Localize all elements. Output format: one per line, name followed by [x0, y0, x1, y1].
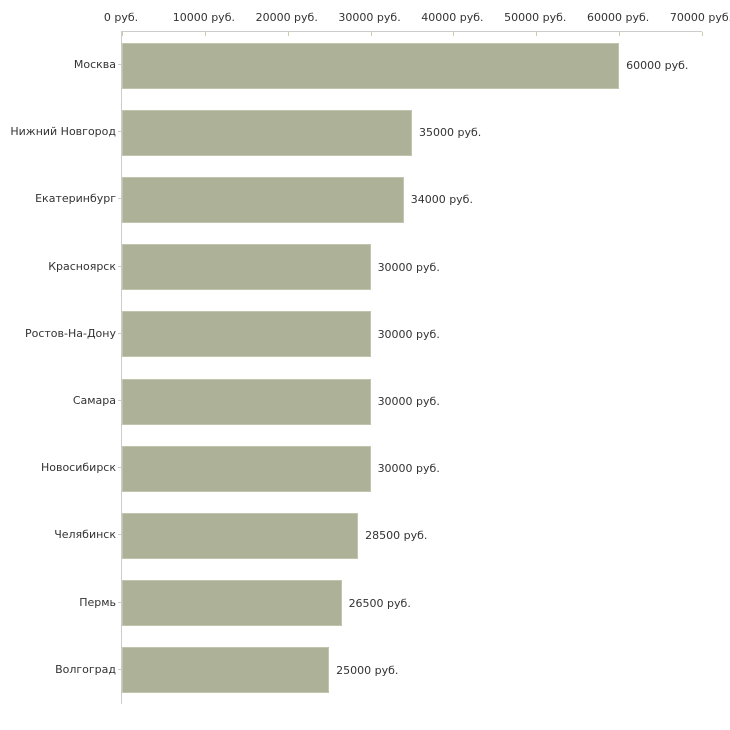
bar-value-label: 34000 руб. [410, 193, 473, 207]
category-label-text: Красноярск [48, 259, 116, 273]
bar-row: 30000 руб. [122, 368, 702, 435]
bar [122, 311, 371, 358]
bar-row: 30000 руб. [122, 301, 702, 368]
category-label-text: Волгоград [55, 662, 116, 676]
bar [122, 176, 404, 223]
bar-row: 60000 руб. [122, 32, 702, 99]
category-label-text: Новосибирск [40, 461, 116, 475]
y-axis-category-label: Новосибирск [0, 434, 121, 501]
y-axis-category-label: Челябинск [0, 501, 121, 568]
bar [122, 512, 359, 559]
category-label-text: Нижний Новгород [10, 125, 116, 139]
bar-value-label: 26500 руб. [348, 596, 411, 610]
y-axis-category-label: Нижний Новгород [0, 98, 121, 165]
category-label-text: Самара [72, 394, 116, 408]
y-axis-tick-mark [118, 400, 121, 402]
bar-row: 35000 руб. [122, 99, 702, 166]
category-label-text: Пермь [79, 595, 116, 609]
category-label-text: Москва [73, 58, 116, 72]
bar [122, 42, 620, 89]
x-axis-tick-label: 50000 руб. [504, 11, 567, 24]
bar-row: 34000 руб. [122, 166, 702, 233]
bar-value-label: 30000 руб. [377, 395, 440, 409]
bar [122, 580, 342, 627]
y-axis-tick-mark [118, 467, 121, 469]
x-axis-tick-label: 60000 руб. [587, 11, 650, 24]
x-axis-tick-label: 0 руб. [103, 11, 139, 24]
bar-value-label: 35000 руб. [419, 126, 482, 140]
bar [122, 244, 371, 291]
x-axis-tick-label: 10000 руб. [172, 11, 235, 24]
category-label-text: Челябинск [54, 528, 116, 542]
y-axis: Москва Нижний Новгород Екатеринбург Красноя… [0, 31, 121, 703]
x-axis-tick-label: 20000 руб. [255, 11, 318, 24]
bar-value-label: 30000 руб. [377, 260, 440, 274]
y-axis-tick-mark [118, 668, 121, 670]
y-axis-tick-mark [118, 265, 121, 267]
bar-value-label: 28500 руб. [365, 529, 428, 543]
x-axis-tick-mark [702, 32, 703, 36]
category-label-text: Ростов-На-Дону [24, 326, 116, 340]
x-axis-tick-label: 30000 руб. [338, 11, 401, 24]
bar [122, 109, 412, 156]
y-axis-category-label: Самара [0, 367, 121, 434]
y-axis-tick-mark [118, 534, 121, 536]
bar-value-label: 30000 руб. [377, 462, 440, 476]
y-axis-category-label: Волгоград [0, 636, 121, 703]
y-axis-tick-mark [118, 198, 121, 200]
y-axis-category-label: Пермь [0, 569, 121, 636]
plot-area: 60000 руб. 35000 руб. 34000 руб. 30000 руб.… [121, 31, 703, 704]
bar-value-label: 60000 руб. [626, 59, 689, 73]
y-axis-tick-mark [118, 601, 121, 603]
bar-value-label: 25000 руб. [336, 663, 399, 677]
bar-row: 25000 руб. [122, 637, 702, 704]
x-axis: 0 руб. 10000 руб. 20000 руб. 30000 руб. 4000… [104, 11, 730, 26]
bar-row: 28500 руб. [122, 502, 702, 569]
category-label-text: Екатеринбург [35, 192, 116, 206]
bar-value-label: 30000 руб. [377, 327, 440, 341]
y-axis-tick-mark [118, 131, 121, 133]
y-axis-tick-mark [118, 332, 121, 334]
y-axis-category-label: Ростов-На-Дону [0, 300, 121, 367]
x-axis-tick-label: 70000 руб. [669, 11, 730, 24]
y-axis-tick-mark [118, 64, 121, 66]
bar [122, 445, 371, 492]
x-axis-tick-label: 40000 руб. [421, 11, 484, 24]
bar-row: 26500 руб. [122, 570, 702, 637]
y-axis-category-label: Красноярск [0, 233, 121, 300]
bar [122, 647, 330, 694]
bar [122, 378, 371, 425]
bar-row: 30000 руб. [122, 234, 702, 301]
bar-row: 30000 руб. [122, 435, 702, 502]
y-axis-category-label: Екатеринбург [0, 165, 121, 232]
y-axis-category-label: Москва [0, 31, 121, 98]
